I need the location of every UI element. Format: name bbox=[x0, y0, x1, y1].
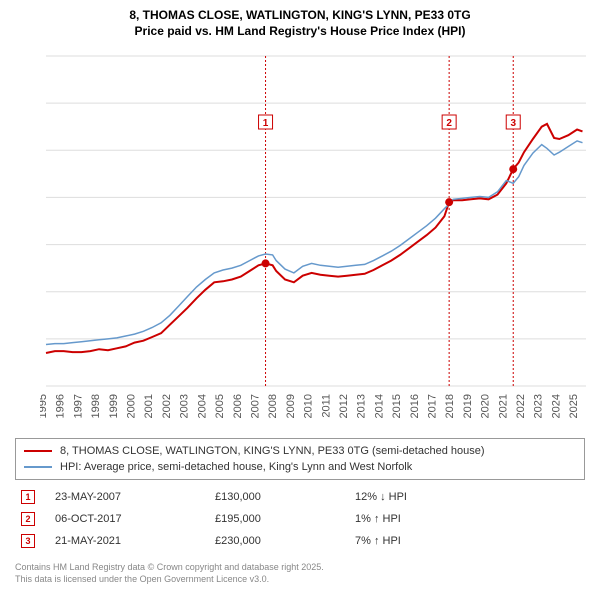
legend-swatch-property bbox=[24, 450, 52, 452]
svg-text:£300K: £300K bbox=[40, 98, 41, 110]
svg-text:2002: 2002 bbox=[161, 394, 173, 418]
svg-text:1: 1 bbox=[263, 118, 269, 129]
svg-text:2018: 2018 bbox=[444, 394, 456, 418]
event-date: 21-MAY-2021 bbox=[55, 535, 195, 547]
svg-text:£50K: £50K bbox=[40, 334, 41, 346]
legend: 8, THOMAS CLOSE, WATLINGTON, KING'S LYNN… bbox=[15, 438, 585, 480]
event-price: £130,000 bbox=[215, 491, 335, 503]
svg-text:2024: 2024 bbox=[550, 394, 562, 418]
footnote: Contains HM Land Registry data © Crown c… bbox=[15, 562, 324, 585]
svg-text:1999: 1999 bbox=[108, 394, 120, 418]
svg-text:1995: 1995 bbox=[40, 394, 49, 418]
title-line-2: Price paid vs. HM Land Registry's House … bbox=[10, 24, 590, 40]
footnote-line-1: Contains HM Land Registry data © Crown c… bbox=[15, 562, 324, 574]
chart-container: 8, THOMAS CLOSE, WATLINGTON, KING'S LYNN… bbox=[0, 0, 600, 590]
svg-text:2005: 2005 bbox=[214, 394, 226, 418]
footnote-line-2: This data is licensed under the Open Gov… bbox=[15, 574, 324, 586]
events-table: 1 23-MAY-2007 £130,000 12% ↓ HPI 2 06-OC… bbox=[15, 486, 585, 552]
svg-text:2025: 2025 bbox=[568, 394, 580, 418]
svg-text:£100K: £100K bbox=[40, 287, 41, 299]
svg-text:1997: 1997 bbox=[72, 394, 84, 418]
legend-text-property: 8, THOMAS CLOSE, WATLINGTON, KING'S LYNN… bbox=[60, 445, 485, 457]
legend-row: HPI: Average price, semi-detached house,… bbox=[24, 459, 576, 475]
event-delta: 7% ↑ HPI bbox=[355, 535, 475, 547]
event-delta: 1% ↑ HPI bbox=[355, 513, 475, 525]
event-date: 23-MAY-2007 bbox=[55, 491, 195, 503]
svg-text:2008: 2008 bbox=[267, 394, 279, 418]
event-price: £230,000 bbox=[215, 535, 335, 547]
svg-text:£250K: £250K bbox=[40, 145, 41, 157]
svg-text:£150K: £150K bbox=[40, 240, 41, 252]
svg-text:£200K: £200K bbox=[40, 192, 41, 204]
svg-text:2011: 2011 bbox=[320, 394, 332, 418]
svg-text:2019: 2019 bbox=[462, 394, 474, 418]
svg-text:2001: 2001 bbox=[143, 394, 155, 418]
svg-text:2007: 2007 bbox=[249, 394, 261, 418]
svg-text:1998: 1998 bbox=[90, 394, 102, 418]
svg-text:2003: 2003 bbox=[179, 394, 191, 418]
legend-row: 8, THOMAS CLOSE, WATLINGTON, KING'S LYNN… bbox=[24, 443, 576, 459]
event-marker: 1 bbox=[21, 490, 35, 504]
svg-text:2020: 2020 bbox=[480, 394, 492, 418]
svg-text:2014: 2014 bbox=[373, 394, 385, 418]
svg-text:2021: 2021 bbox=[497, 394, 509, 418]
svg-text:2: 2 bbox=[446, 118, 452, 129]
event-price: £195,000 bbox=[215, 513, 335, 525]
svg-text:2006: 2006 bbox=[232, 394, 244, 418]
event-marker: 3 bbox=[21, 534, 35, 548]
title-block: 8, THOMAS CLOSE, WATLINGTON, KING'S LYNN… bbox=[0, 0, 600, 43]
event-delta: 12% ↓ HPI bbox=[355, 491, 475, 503]
svg-text:2013: 2013 bbox=[356, 394, 368, 418]
event-row: 3 21-MAY-2021 £230,000 7% ↑ HPI bbox=[15, 530, 585, 552]
legend-text-hpi: HPI: Average price, semi-detached house,… bbox=[60, 461, 412, 473]
svg-text:3: 3 bbox=[510, 118, 516, 129]
svg-text:£350K: £350K bbox=[40, 51, 41, 63]
svg-text:2016: 2016 bbox=[409, 394, 421, 418]
event-date: 06-OCT-2017 bbox=[55, 513, 195, 525]
svg-text:2004: 2004 bbox=[196, 394, 208, 418]
chart-area: £0£50K£100K£150K£200K£250K£300K£350K1995… bbox=[40, 48, 590, 418]
event-marker: 2 bbox=[21, 512, 35, 526]
svg-text:2015: 2015 bbox=[391, 394, 403, 418]
svg-text:2012: 2012 bbox=[338, 394, 350, 418]
chart-svg: £0£50K£100K£150K£200K£250K£300K£350K1995… bbox=[40, 48, 590, 418]
svg-text:2000: 2000 bbox=[126, 394, 138, 418]
event-row: 2 06-OCT-2017 £195,000 1% ↑ HPI bbox=[15, 508, 585, 530]
svg-text:2017: 2017 bbox=[427, 394, 439, 418]
svg-text:2009: 2009 bbox=[285, 394, 297, 418]
svg-text:2023: 2023 bbox=[533, 394, 545, 418]
svg-text:2022: 2022 bbox=[515, 394, 527, 418]
legend-swatch-hpi bbox=[24, 466, 52, 468]
event-row: 1 23-MAY-2007 £130,000 12% ↓ HPI bbox=[15, 486, 585, 508]
svg-text:2010: 2010 bbox=[303, 394, 315, 418]
title-line-1: 8, THOMAS CLOSE, WATLINGTON, KING'S LYNN… bbox=[10, 8, 590, 24]
svg-text:1996: 1996 bbox=[55, 394, 67, 418]
